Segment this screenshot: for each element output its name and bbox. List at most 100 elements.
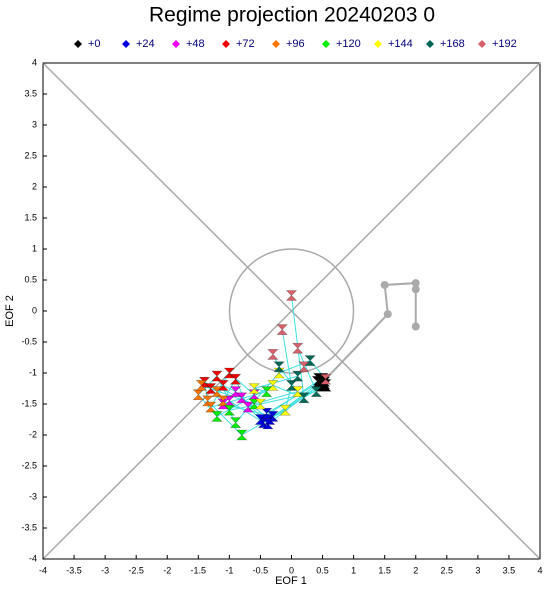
point (236, 392, 248, 404)
point (304, 355, 316, 366)
point (229, 386, 242, 397)
point (229, 417, 242, 428)
y-tick-label: -2 (29, 429, 37, 439)
analysis-point (383, 310, 392, 319)
y-tick-label: -1.5 (21, 398, 37, 408)
y-tick-label: 0 (32, 305, 37, 315)
legend-label: +0 (88, 38, 101, 50)
x-tick-label: 0 (289, 565, 294, 575)
point (267, 349, 279, 360)
y-tick-label: -3.5 (21, 522, 37, 532)
y-tick-label: -1 (29, 367, 37, 377)
y-tick-label: 2 (32, 181, 37, 191)
point (211, 386, 223, 397)
x-tick-label: 3.5 (503, 565, 516, 575)
y-tick-label: -3 (29, 491, 37, 501)
x-tick-label: -2.5 (128, 565, 144, 575)
y-tick-label: 3.5 (24, 88, 37, 98)
legend-marker (222, 40, 230, 48)
legend-marker (478, 40, 486, 48)
point (260, 408, 273, 419)
point (254, 398, 267, 410)
member-track (247, 406, 261, 420)
legend-label: +192 (492, 38, 517, 50)
legend-marker (374, 40, 382, 48)
x-tick-label: -1.5 (191, 565, 207, 575)
x-tick-label: -3.5 (66, 565, 82, 575)
point (285, 380, 298, 391)
legend-label: +120 (336, 38, 361, 50)
point (254, 414, 267, 425)
point (276, 324, 288, 335)
point (273, 361, 285, 373)
y-tick-label: 3 (32, 119, 37, 129)
legend-marker (74, 40, 82, 48)
chart-title: Regime projection 20240203 0 (149, 4, 435, 27)
y-tick-label: -2.5 (21, 460, 37, 470)
x-tick-label: 2.5 (441, 565, 454, 575)
point (223, 367, 236, 379)
point (223, 404, 236, 416)
legend-marker (272, 40, 280, 48)
x-tick-label: 0.5 (316, 565, 329, 575)
x-tick-label: 2 (413, 565, 418, 575)
point (205, 383, 217, 394)
legend-label: +72 (236, 38, 255, 50)
point (298, 392, 310, 404)
y-tick-label: -0.5 (21, 336, 37, 346)
x-tick-label: 1.5 (378, 565, 391, 575)
point (195, 380, 208, 391)
y-tick-label: 1.5 (24, 212, 37, 222)
legend-label: +96 (286, 38, 305, 50)
member-track (254, 375, 298, 389)
point (319, 373, 332, 385)
x-tick-label: 1 (351, 565, 356, 575)
point (211, 411, 223, 422)
member-track (222, 384, 236, 393)
point (285, 290, 298, 301)
y-tick-label: 0.5 (24, 274, 37, 284)
point (211, 370, 223, 382)
point (267, 380, 279, 391)
y-tick-label: 1 (32, 243, 37, 253)
legend-label: +24 (136, 38, 155, 50)
point (260, 386, 273, 397)
point (298, 361, 310, 373)
legend-marker (322, 40, 330, 48)
member-track (281, 329, 292, 386)
analysis-point (380, 280, 389, 289)
point (279, 404, 292, 416)
legend-label: +144 (388, 38, 413, 50)
analysis-point (411, 279, 420, 288)
point (192, 389, 205, 400)
legend-label: +48 (186, 38, 205, 50)
point (262, 418, 274, 430)
point (229, 373, 242, 385)
point (291, 386, 304, 397)
point (291, 342, 304, 354)
legend-marker (172, 40, 180, 48)
x-tick-label: -1 (225, 565, 233, 575)
member-track (197, 375, 218, 396)
x-tick-label: -4 (39, 565, 47, 575)
member-track (229, 403, 261, 411)
y-tick-label: 2.5 (24, 150, 37, 160)
x-tick-label: -0.5 (253, 565, 269, 575)
analysis-point (411, 322, 420, 331)
diagonal (42, 62, 541, 560)
analysis-point (411, 285, 420, 294)
x-tick-label: -3 (101, 565, 109, 575)
x-axis-label: EOF 1 (275, 575, 307, 587)
y-axis-label: EOF 2 (4, 295, 16, 327)
x-tick-label: 4 (537, 565, 542, 575)
point (217, 380, 229, 391)
y-tick-label: 4 (32, 57, 37, 67)
y-tick-label: -4 (29, 553, 37, 563)
unit-circle (228, 248, 355, 374)
point (236, 429, 248, 441)
point (217, 395, 229, 407)
legend-marker (122, 40, 130, 48)
point (291, 370, 304, 382)
member-track (267, 382, 323, 425)
